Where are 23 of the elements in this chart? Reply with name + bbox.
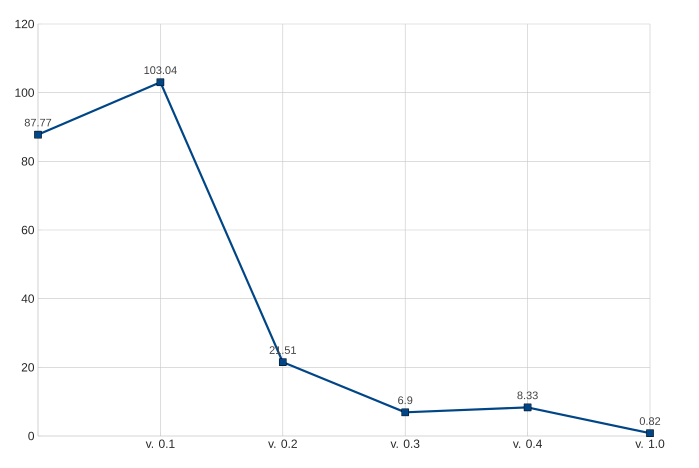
data-label: 0.82 bbox=[640, 417, 660, 426]
x-tick-label: v. 0.2 bbox=[268, 440, 297, 448]
point bbox=[156, 78, 164, 86]
data-label: 6.9 bbox=[398, 396, 412, 404]
point bbox=[401, 408, 410, 416]
data-label: 87.77 bbox=[24, 118, 52, 126]
y-tick-label: 0 bbox=[28, 432, 34, 440]
point bbox=[524, 404, 532, 412]
data-label: 8.33 bbox=[517, 391, 538, 400]
point bbox=[278, 358, 287, 366]
y-tick-label: 80 bbox=[22, 157, 34, 166]
y-tick-label: 120 bbox=[15, 20, 34, 28]
x-tick-label: v. 1.0 bbox=[635, 440, 664, 448]
y-tick-label: 40 bbox=[21, 294, 34, 303]
y-tick-label: 20 bbox=[22, 363, 34, 372]
x-tick-label: v. 0.1 bbox=[146, 440, 175, 448]
y-tick-label: 60 bbox=[22, 226, 34, 234]
x-tick-label: v. 0.4 bbox=[512, 440, 542, 448]
point bbox=[646, 429, 654, 438]
data-label: 103.04 bbox=[144, 66, 177, 74]
x-tick-label: v. 0.3 bbox=[390, 440, 420, 448]
point bbox=[34, 130, 42, 138]
y-tick-label: 100 bbox=[15, 88, 34, 97]
